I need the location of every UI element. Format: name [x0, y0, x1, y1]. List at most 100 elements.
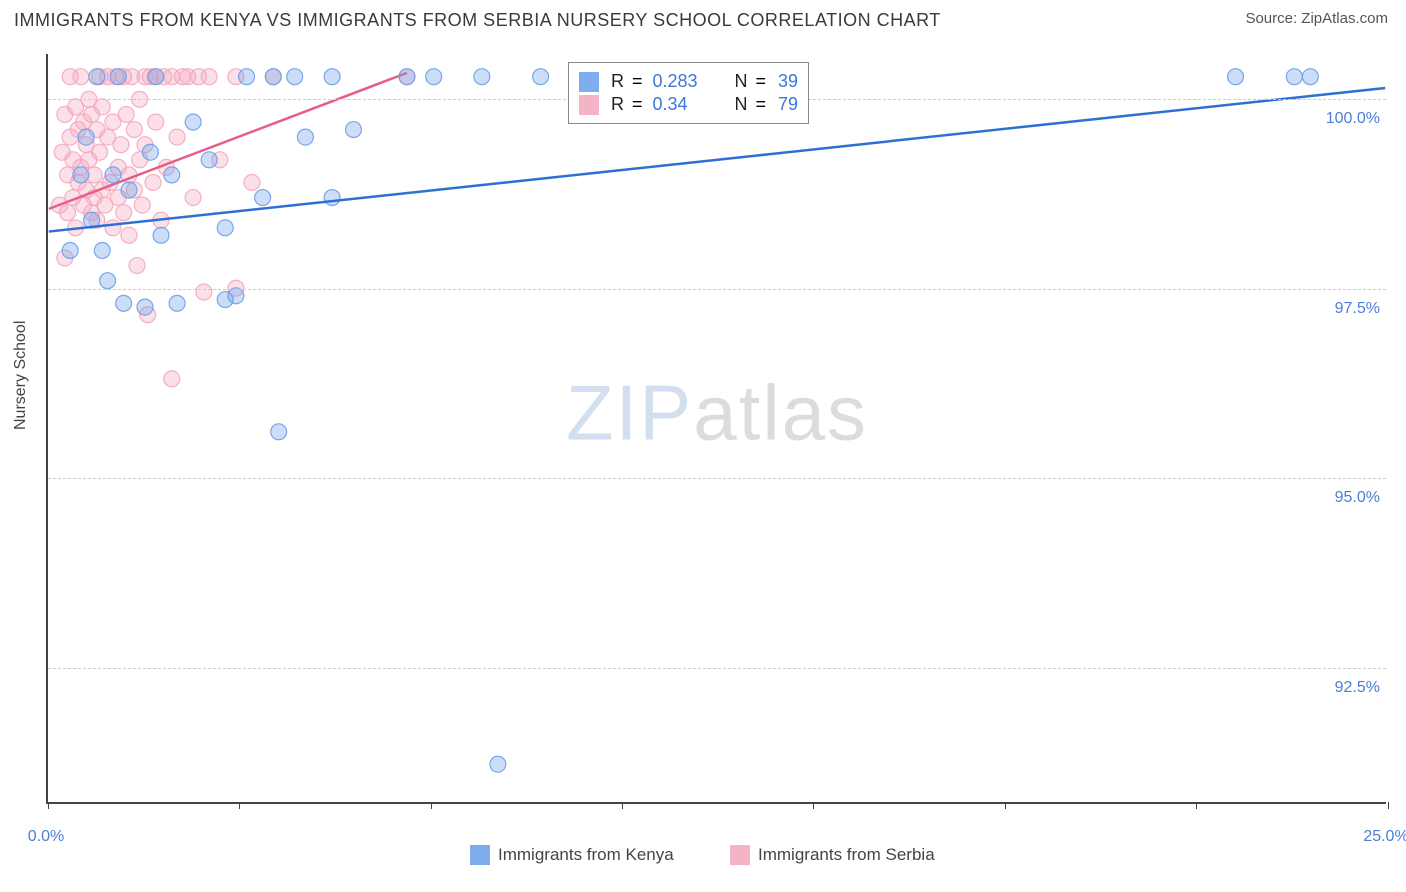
r-label: R — [611, 71, 624, 92]
plot-canvas — [48, 54, 1386, 802]
data-point-kenya — [185, 114, 201, 130]
data-point-kenya — [297, 129, 313, 145]
data-point-kenya — [78, 129, 94, 145]
data-point-kenya — [137, 299, 153, 315]
equals: = — [756, 71, 767, 92]
x-tick — [813, 802, 814, 809]
data-point-kenya — [228, 288, 244, 304]
data-point-serbia — [113, 137, 129, 153]
data-point-kenya — [1286, 69, 1302, 85]
data-point-kenya — [62, 242, 78, 258]
chart-title: IMMIGRANTS FROM KENYA VS IMMIGRANTS FROM… — [14, 10, 941, 31]
data-point-kenya — [265, 69, 281, 85]
bottom-legend-serbia: Immigrants from Serbia — [730, 845, 935, 865]
data-point-serbia — [134, 197, 150, 213]
swatch-serbia — [730, 845, 750, 865]
data-point-kenya — [426, 69, 442, 85]
data-point-kenya — [239, 69, 255, 85]
data-point-serbia — [169, 129, 185, 145]
data-point-kenya — [1228, 69, 1244, 85]
x-tick-label: 25.0% — [1363, 828, 1406, 846]
data-point-kenya — [287, 69, 303, 85]
equals: = — [632, 94, 643, 115]
swatch-serbia — [579, 95, 599, 115]
data-point-kenya — [105, 167, 121, 183]
swatch-kenya — [579, 72, 599, 92]
x-tick — [1196, 802, 1197, 809]
kenya-n-value: 39 — [778, 71, 798, 92]
x-tick — [1005, 802, 1006, 809]
title-bar: IMMIGRANTS FROM KENYA VS IMMIGRANTS FROM… — [0, 0, 1406, 37]
data-point-kenya — [346, 122, 362, 138]
serbia-n-value: 79 — [778, 94, 798, 115]
gridline — [48, 478, 1386, 479]
data-point-kenya — [89, 69, 105, 85]
y-tick-label: 92.5% — [1335, 679, 1380, 697]
data-point-kenya — [169, 295, 185, 311]
bottom-legend-kenya: Immigrants from Kenya — [470, 845, 674, 865]
data-point-kenya — [255, 190, 271, 206]
swatch-kenya — [470, 845, 490, 865]
correlation-legend-box: R = 0.283 N = 39 R = 0.34 N = 79 — [568, 62, 809, 124]
data-point-kenya — [110, 69, 126, 85]
serbia-r-value: 0.34 — [653, 94, 713, 115]
serbia-legend-label: Immigrants from Serbia — [758, 845, 935, 865]
data-point-serbia — [121, 227, 137, 243]
data-point-serbia — [148, 114, 164, 130]
source-label: Source: ZipAtlas.com — [1245, 10, 1388, 27]
data-point-kenya — [324, 190, 340, 206]
data-point-kenya — [533, 69, 549, 85]
data-point-serbia — [126, 122, 142, 138]
data-point-kenya — [490, 756, 506, 772]
r-label: R — [611, 94, 624, 115]
legend-row-kenya: R = 0.283 N = 39 — [579, 71, 798, 92]
data-point-serbia — [145, 174, 161, 190]
plot-area: ZIPatlas 92.5%95.0%97.5%100.0% — [46, 54, 1386, 804]
data-point-kenya — [121, 182, 137, 198]
data-point-kenya — [164, 167, 180, 183]
x-tick — [239, 802, 240, 809]
data-point-serbia — [164, 371, 180, 387]
data-point-kenya — [148, 69, 164, 85]
y-tick-label: 95.0% — [1335, 489, 1380, 507]
data-point-serbia — [60, 205, 76, 221]
equals: = — [632, 71, 643, 92]
data-point-kenya — [142, 144, 158, 160]
data-point-serbia — [94, 99, 110, 115]
equals: = — [756, 94, 767, 115]
data-point-kenya — [1302, 69, 1318, 85]
data-point-serbia — [196, 284, 212, 300]
y-axis-title: Nursery School — [12, 321, 30, 430]
data-point-kenya — [153, 227, 169, 243]
y-tick-label: 97.5% — [1335, 300, 1380, 318]
legend-row-serbia: R = 0.34 N = 79 — [579, 94, 798, 115]
data-point-kenya — [94, 242, 110, 258]
data-point-kenya — [73, 167, 89, 183]
kenya-r-value: 0.283 — [653, 71, 713, 92]
data-point-kenya — [201, 152, 217, 168]
data-point-serbia — [118, 106, 134, 122]
n-label: N — [735, 94, 748, 115]
data-point-serbia — [129, 258, 145, 274]
data-point-kenya — [271, 424, 287, 440]
data-point-kenya — [399, 69, 415, 85]
data-point-serbia — [201, 69, 217, 85]
x-tick — [48, 802, 49, 809]
data-point-kenya — [474, 69, 490, 85]
chart-container: IMMIGRANTS FROM KENYA VS IMMIGRANTS FROM… — [0, 0, 1406, 892]
y-tick-label: 100.0% — [1326, 110, 1380, 128]
data-point-serbia — [73, 69, 89, 85]
x-tick-label: 0.0% — [28, 828, 64, 846]
data-point-kenya — [100, 273, 116, 289]
data-point-serbia — [244, 174, 260, 190]
x-tick — [622, 802, 623, 809]
data-point-kenya — [116, 295, 132, 311]
x-tick — [431, 802, 432, 809]
data-point-kenya — [217, 220, 233, 236]
data-point-serbia — [185, 190, 201, 206]
n-label: N — [735, 71, 748, 92]
data-point-serbia — [92, 144, 108, 160]
kenya-legend-label: Immigrants from Kenya — [498, 845, 674, 865]
gridline — [48, 668, 1386, 669]
x-tick — [1388, 802, 1389, 809]
